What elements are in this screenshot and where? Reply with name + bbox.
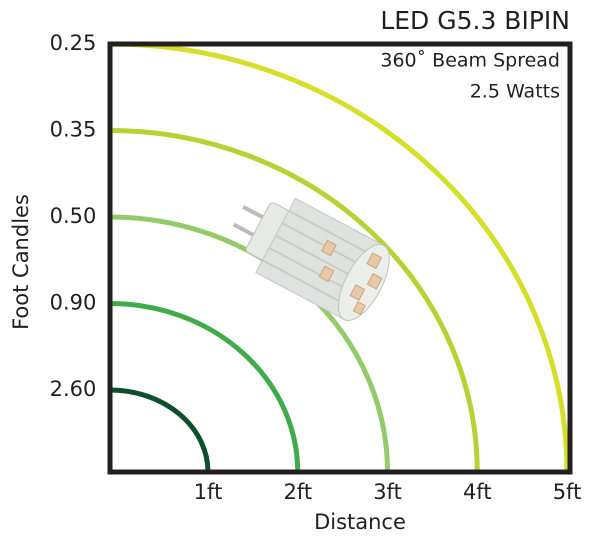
y-tick-label: 2.60 bbox=[50, 377, 97, 401]
x-tick-label: 3ft bbox=[373, 480, 402, 504]
beam-arc bbox=[109, 41, 570, 473]
y-tick-label: 0.35 bbox=[50, 118, 97, 142]
y-tick-label: 0.90 bbox=[50, 291, 97, 315]
x-tick-label: 5ft bbox=[553, 480, 582, 504]
pin bbox=[242, 205, 266, 220]
x-tick-label: 4ft bbox=[463, 480, 492, 504]
y-tick-label: 0.50 bbox=[50, 204, 97, 228]
bulb-illustration bbox=[232, 197, 390, 321]
y-tick-label: 0.25 bbox=[50, 31, 97, 55]
y-axis-label: Foot Candles bbox=[9, 194, 33, 330]
beam-arc bbox=[109, 301, 301, 473]
pin bbox=[232, 222, 256, 238]
leds bbox=[318, 239, 383, 316]
subtitle: 360˚ Beam Spread bbox=[380, 50, 560, 72]
x-tick-label: 1ft bbox=[194, 480, 223, 504]
x-axis-label: Distance bbox=[314, 510, 406, 534]
wattage: 2.5 Watts bbox=[470, 81, 560, 103]
beam-arc bbox=[109, 387, 211, 473]
x-tick-label: 2ft bbox=[283, 480, 312, 504]
plot-frame bbox=[107, 41, 573, 475]
beam-arc bbox=[109, 128, 480, 473]
title: LED G5.3 BIPIN bbox=[380, 6, 570, 35]
